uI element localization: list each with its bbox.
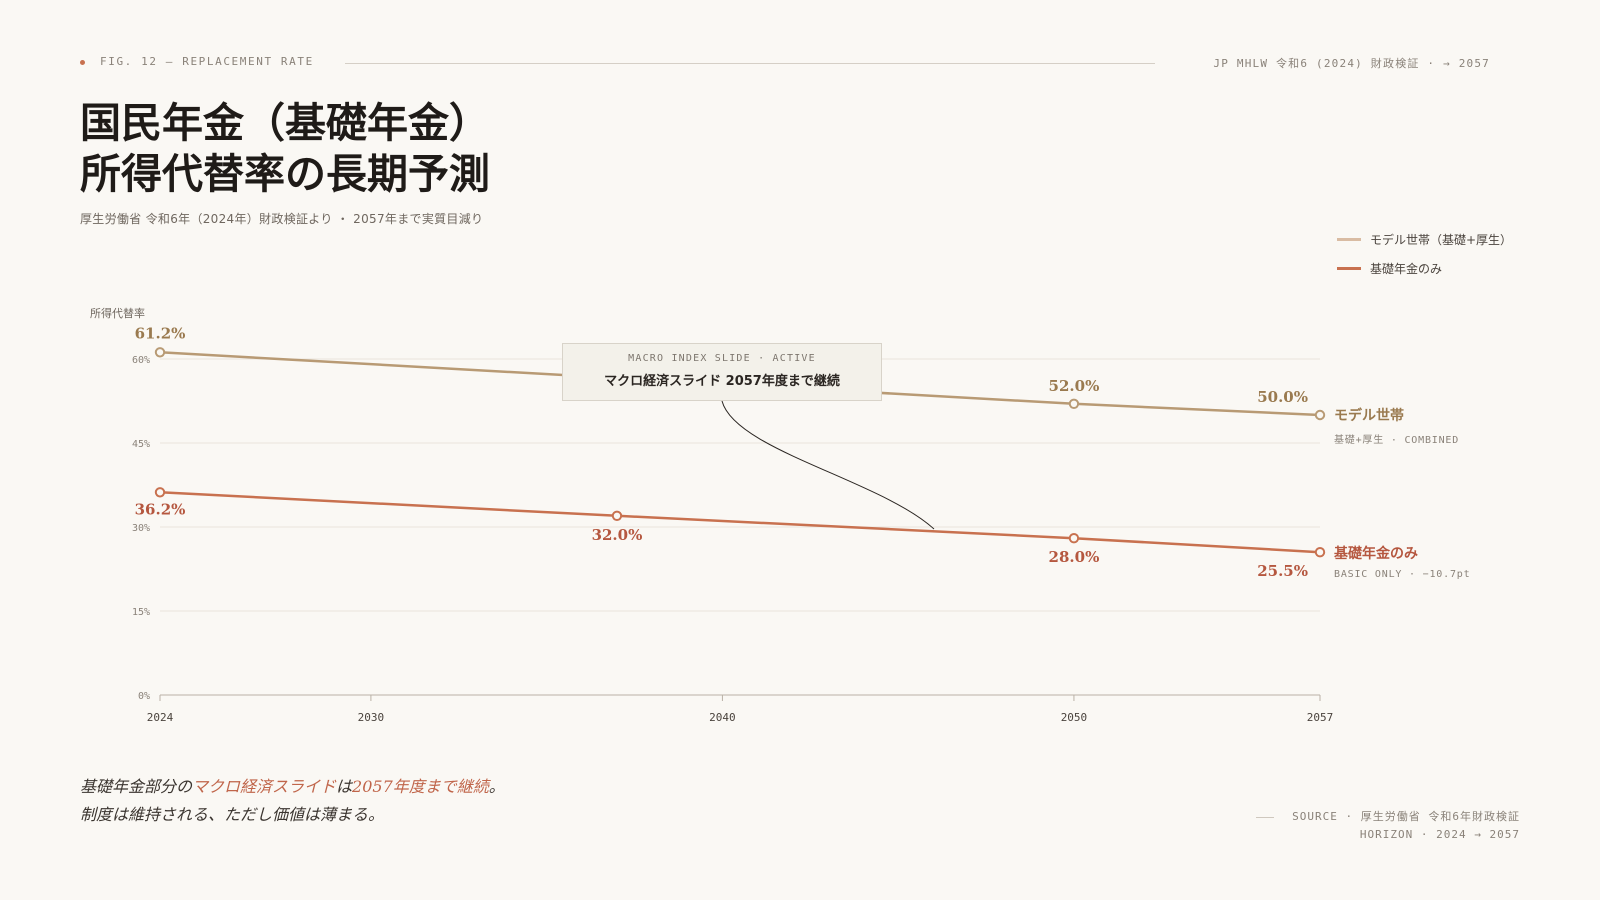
source-line-1-text: SOURCE · 厚生労働省 令和6年財政検証 xyxy=(1292,810,1520,823)
legend-label-basic: 基礎年金のみ xyxy=(1370,262,1443,276)
data-point-model xyxy=(1068,398,1080,409)
source-note: SOURCE · 厚生労働省 令和6年財政検証 HORIZON · 2024 →… xyxy=(1256,808,1520,844)
annotation-kicker: MACRO INDEX SLIDE · ACTIVE xyxy=(628,353,816,364)
takeaway-line-1: 基礎年金部分のマクロ経済スライドは2057年度まで継続。 xyxy=(80,773,505,801)
series-line-basic xyxy=(159,491,1321,554)
end-label-model-sub: 基礎+厚生 · COMBINED xyxy=(1334,435,1460,446)
end-label-basic-sub: BASIC ONLY · −10.7pt xyxy=(1334,569,1471,580)
takeaway-part-5: 。 xyxy=(488,777,505,796)
y-tick-label: 30% xyxy=(132,523,150,534)
title-line-1: 国民年金（基礎年金） xyxy=(80,99,490,147)
annotation-box: MACRO INDEX SLIDE · ACTIVE マクロ経済スライド 205… xyxy=(562,343,882,401)
legend-swatch-basic xyxy=(1337,267,1361,270)
y-tick-label: 60% xyxy=(132,355,150,366)
page-title: 国民年金（基礎年金） 所得代替率の長期予測 xyxy=(80,98,490,200)
takeaway-line-2: 制度は維持される、ただし価値は薄まる。 xyxy=(80,805,385,824)
data-point-basic xyxy=(1314,547,1326,558)
data-point-basic xyxy=(1068,533,1080,544)
y-axis-label: 所得代替率 xyxy=(90,306,145,320)
data-label-model: 61.2% xyxy=(135,324,186,342)
header-source-label: JP MHLW 令和6 (2024) 財政検証 · → 2057 xyxy=(1213,57,1490,70)
x-tick-label: 2030 xyxy=(358,711,385,724)
data-label-basic: 25.5% xyxy=(1257,562,1308,580)
legend-label-model: モデル世帯（基礎+厚生） xyxy=(1370,233,1513,247)
end-label-model: モデル世帯 基礎+厚生 · COMBINED xyxy=(1334,405,1459,446)
legend-swatch-model xyxy=(1337,238,1361,241)
annotation-text: マクロ経済スライド 2057年度まで継続 xyxy=(604,374,840,389)
data-point-basic xyxy=(611,510,623,521)
takeaway-part-1: 基礎年金部分の xyxy=(80,777,193,796)
data-point-basic xyxy=(154,487,166,498)
header-bar: FIG. 12 — REPLACEMENT RATE JP MHLW 令和6 (… xyxy=(80,55,1490,70)
x-tick-label: 2057 xyxy=(1307,711,1334,724)
y-tick-label: 45% xyxy=(132,439,150,450)
end-label-basic-name: 基礎年金のみ xyxy=(1334,546,1418,562)
takeaway-text: 基礎年金部分のマクロ経済スライドは2057年度まで継続。 制度は維持される、ただ… xyxy=(80,773,505,829)
source-line-2: HORIZON · 2024 → 2057 xyxy=(1359,828,1520,841)
header-divider xyxy=(345,63,1155,64)
title-line-2: 所得代替率の長期予測 xyxy=(80,150,490,198)
data-point-model xyxy=(154,347,166,358)
figure-label: FIG. 12 — REPLACEMENT RATE xyxy=(100,55,314,68)
data-label-model: 52.0% xyxy=(1049,377,1100,395)
accent-dot-icon xyxy=(80,60,85,65)
takeaway-highlight-2: 2057年度まで継続 xyxy=(352,777,489,796)
takeaway-highlight-1: マクロ経済スライド xyxy=(192,777,337,796)
data-label-basic: 28.0% xyxy=(1049,548,1100,566)
y-tick-label: 15% xyxy=(132,607,150,618)
takeaway-part-3: は xyxy=(336,777,353,796)
annotation-connector xyxy=(721,400,935,530)
end-label-model-name: モデル世帯 xyxy=(1334,408,1404,424)
end-label-basic: 基礎年金のみ BASIC ONLY · −10.7pt xyxy=(1334,543,1470,580)
page-subtitle: 厚生労働省 令和6年（2024年）財政検証より ・ 2057年まで実質目減り xyxy=(80,212,484,226)
data-label-model: 50.0% xyxy=(1257,388,1308,406)
data-point-model xyxy=(1314,409,1326,421)
x-tick-label: 2040 xyxy=(709,711,736,724)
data-label-basic: 32.0% xyxy=(592,526,643,544)
x-tick-label: 2050 xyxy=(1061,711,1088,724)
x-tick-label: 2024 xyxy=(147,711,174,724)
y-tick-label: 0% xyxy=(138,691,150,702)
data-label-basic: 36.2% xyxy=(135,500,186,518)
source-line-1: SOURCE · 厚生労働省 令和6年財政検証 xyxy=(1256,808,1520,826)
source-divider xyxy=(1256,816,1275,818)
